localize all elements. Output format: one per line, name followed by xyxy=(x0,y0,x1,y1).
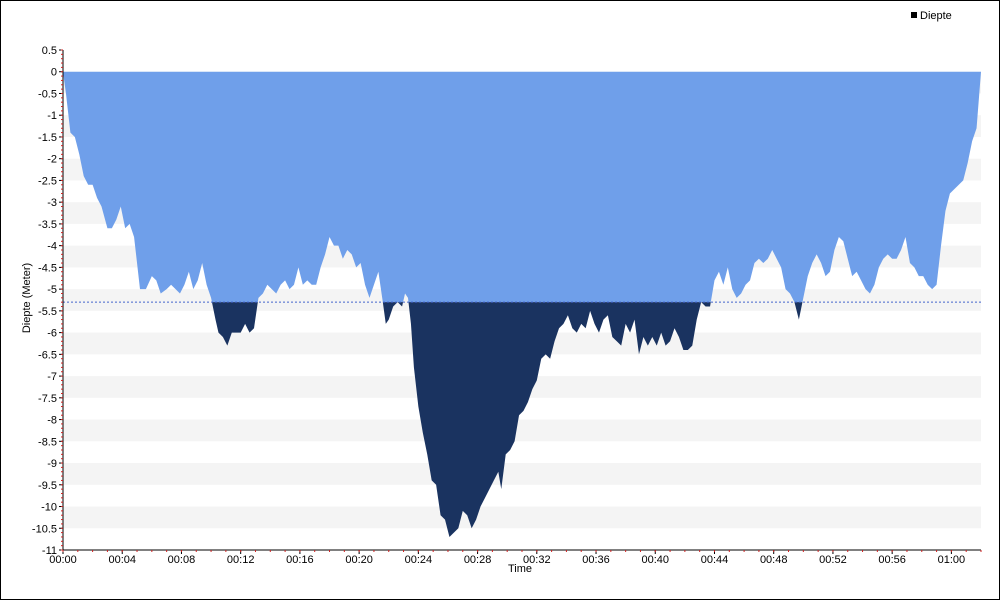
x-tick-label: 00:52 xyxy=(819,554,847,566)
y-tick-label: -7.5 xyxy=(38,393,57,405)
y-tick-label: -1 xyxy=(47,110,57,122)
y-tick-label: -9.5 xyxy=(38,480,57,492)
legend: Diepte xyxy=(911,10,952,22)
y-tick-label: -0.5 xyxy=(38,88,57,100)
y-tick-label: -10 xyxy=(41,502,57,514)
x-tick-label: 00:56 xyxy=(878,554,906,566)
y-axis-ticks: 0.5 0 -0.5 -1 -1.5 -2 -2.5 -3 -3.5 -4 -4.5 -5 -5.5 -6… xyxy=(32,45,63,557)
y-tick-label: -4 xyxy=(47,241,57,253)
y-tick-label: -5.5 xyxy=(38,306,57,318)
background-band xyxy=(63,506,981,529)
y-tick-label: -3 xyxy=(47,197,57,209)
x-axis-ticks: 00:00 00:04 00:08 00:12 00:16 00:20 00:24 00:28… xyxy=(49,550,982,566)
x-tick-label: 00:32 xyxy=(523,554,551,566)
depth-area-deep xyxy=(211,302,803,537)
y-tick-label: -6 xyxy=(47,328,57,340)
x-tick-label: 00:36 xyxy=(582,554,610,566)
y-tick-label: -10.5 xyxy=(32,523,57,535)
y-tick-label: -8.5 xyxy=(38,436,57,448)
x-tick-label: 00:48 xyxy=(760,554,788,566)
y-tick-label: -8 xyxy=(47,415,57,427)
y-tick-label: -2 xyxy=(47,154,57,166)
y-tick-label: -4.5 xyxy=(38,262,57,274)
background-band xyxy=(63,463,981,485)
x-tick-label: 00:20 xyxy=(345,554,373,566)
x-tick-label: 01:00 xyxy=(938,554,966,566)
y-tick-label: 0.5 xyxy=(42,45,57,57)
x-tick-label: 00:08 xyxy=(168,554,196,566)
y-tick-label: -9 xyxy=(47,458,57,470)
x-tick-label: 00:12 xyxy=(227,554,255,566)
x-axis-title: Time xyxy=(508,563,532,575)
y-tick-label: -6.5 xyxy=(38,349,57,361)
y-axis-title: Diepte (Meter) xyxy=(21,263,33,333)
y-tick-label: -1.5 xyxy=(38,132,57,144)
x-tick-label: 00:04 xyxy=(108,554,136,566)
x-tick-label: 00:44 xyxy=(701,554,729,566)
y-tick-label: -5 xyxy=(47,284,57,296)
x-tick-label: 00:16 xyxy=(286,554,314,566)
x-tick-label: 00:24 xyxy=(405,554,433,566)
depth-area-shallow xyxy=(63,71,981,303)
plot-area xyxy=(63,71,981,537)
legend-swatch xyxy=(911,12,917,18)
legend-label-diepte: Diepte xyxy=(920,10,952,22)
background-band xyxy=(63,419,981,442)
x-tick-label: 00:28 xyxy=(464,554,492,566)
x-tick-label: 00:40 xyxy=(641,554,669,566)
y-tick-label: 0 xyxy=(51,67,57,79)
y-tick-label: -3.5 xyxy=(38,219,57,231)
y-tick-label: -2.5 xyxy=(38,175,57,187)
y-tick-label: -7 xyxy=(47,371,57,383)
y-tick-label: -11 xyxy=(42,545,57,557)
x-tick-label: 00:00 xyxy=(49,554,77,566)
